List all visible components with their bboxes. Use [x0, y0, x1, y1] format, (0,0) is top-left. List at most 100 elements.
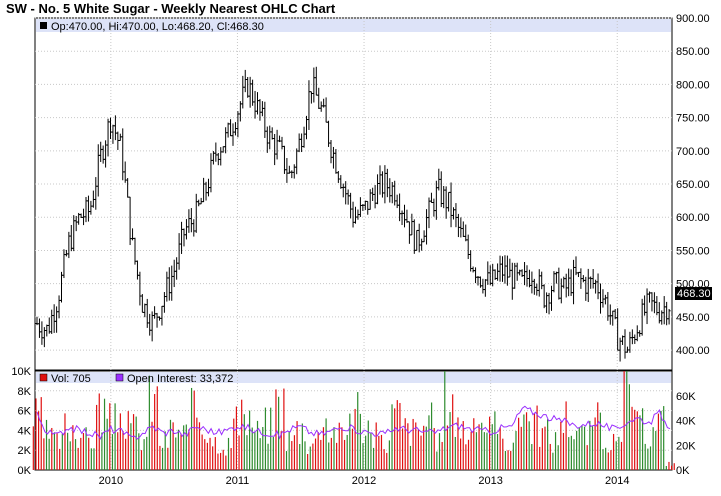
volume-bar — [307, 454, 309, 470]
volume-bar — [523, 414, 525, 470]
volume-bar — [206, 442, 208, 470]
volume-bar — [544, 426, 546, 470]
volume-bar — [365, 435, 367, 470]
volume-bar — [359, 413, 361, 470]
volume-bar — [214, 437, 216, 470]
volume-bar — [409, 445, 412, 470]
volume-bar — [599, 412, 601, 470]
volume-bar — [533, 413, 536, 470]
volume-bar — [241, 399, 243, 470]
volume-bar — [475, 432, 478, 470]
volume-bar — [320, 439, 322, 470]
volume-bar — [293, 435, 296, 470]
volume-bar — [111, 434, 114, 470]
volume-bar — [172, 422, 174, 470]
volume-bar — [338, 422, 340, 470]
volume-bar — [404, 418, 406, 470]
volume-bar — [301, 423, 303, 470]
volume-bar — [283, 388, 285, 470]
volume-bar — [138, 433, 140, 470]
volume-bar — [299, 444, 301, 470]
price-tick-label: 700.00 — [676, 146, 710, 158]
volume-bar — [278, 396, 280, 470]
x-tick-label: 2014 — [605, 475, 629, 487]
volume-bar — [607, 452, 609, 470]
open-interest-line — [36, 405, 671, 440]
oi-legend: Open Interest: 33,372 — [127, 373, 233, 385]
oi-legend-swatch — [115, 373, 124, 382]
volume-bar — [504, 451, 507, 470]
volume-bar — [483, 432, 485, 470]
volume-bar — [125, 438, 127, 470]
volume-bar — [415, 422, 417, 470]
volume-grid — [35, 371, 672, 470]
volume-bar — [198, 422, 201, 470]
volume-bar — [40, 397, 42, 470]
volume-bar — [288, 431, 290, 470]
volume-bar — [325, 418, 327, 470]
oi-tick-label: 20K — [676, 440, 696, 452]
volume-bar — [180, 433, 182, 470]
volume-bar — [412, 418, 414, 470]
volume-bar — [436, 451, 438, 470]
volume-bar — [496, 434, 499, 470]
volume-bar — [507, 450, 509, 470]
volume-bar — [256, 420, 259, 470]
volume-bar — [591, 426, 594, 470]
volume-bar — [391, 404, 393, 470]
volume-bar — [74, 439, 77, 470]
volume-bar — [183, 425, 185, 470]
volume-bar — [167, 447, 169, 470]
volume-bar — [570, 435, 572, 470]
volume-bar — [259, 438, 261, 470]
volume-bar — [562, 432, 565, 470]
price-legend-swatch — [40, 22, 47, 29]
volume-bar — [357, 392, 359, 470]
volume-bar — [460, 438, 462, 470]
volume-bar — [449, 412, 451, 470]
volume-bar — [45, 419, 48, 470]
volume-bar — [636, 411, 638, 470]
volume-bar — [151, 421, 153, 470]
oi-tick-label: 60K — [676, 391, 696, 403]
volume-bar — [127, 411, 129, 470]
volume-bar — [53, 432, 56, 470]
volume-bar — [378, 435, 380, 470]
volume-bar — [663, 406, 665, 470]
volume-bar — [217, 453, 219, 470]
volume-bar — [88, 437, 90, 470]
volume-bar — [396, 400, 398, 470]
volume-bar — [520, 426, 522, 470]
vol-legend-swatch — [39, 373, 48, 382]
volume-bar — [312, 443, 314, 470]
volume-bar — [660, 410, 662, 470]
volume-bar — [578, 427, 580, 470]
volume-bar — [512, 442, 514, 470]
volume-bar — [159, 445, 161, 470]
volume-bar — [518, 417, 520, 470]
volume-bar — [32, 426, 34, 470]
price-panel — [34, 17, 673, 371]
volume-bar — [639, 415, 641, 470]
last-price-tag-bg — [675, 287, 712, 300]
volume-bar — [267, 443, 269, 470]
volume-bar — [212, 446, 214, 470]
volume-bar — [249, 410, 251, 470]
volume-bar — [304, 441, 306, 470]
volume-bar — [291, 441, 293, 470]
volume-bar — [322, 427, 325, 470]
volume-bar — [499, 427, 501, 470]
volume-bar — [531, 444, 533, 470]
volume-bar — [135, 416, 137, 470]
volume-bar — [225, 455, 227, 470]
volume-bar — [85, 427, 87, 470]
volume-bar — [51, 427, 53, 470]
volume-bar — [280, 431, 282, 470]
volume-bar — [631, 406, 633, 470]
x-tick-label: 2012 — [352, 475, 376, 487]
price-bars — [35, 66, 671, 362]
volume-bar — [673, 463, 675, 470]
volume-bar — [652, 427, 654, 470]
volume-bar — [502, 438, 504, 470]
volume-bar — [48, 438, 50, 470]
